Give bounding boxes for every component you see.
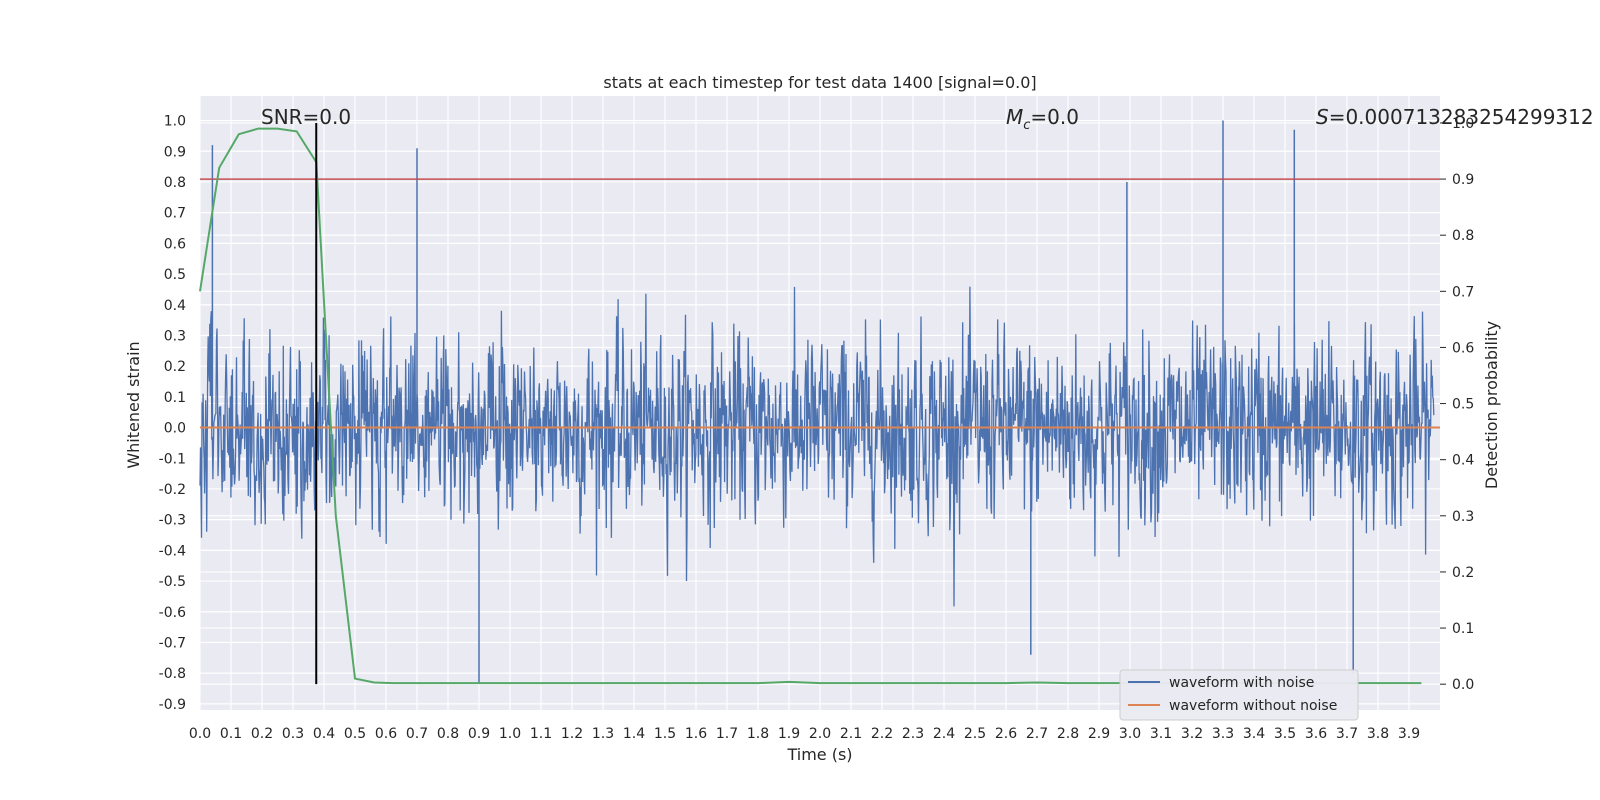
y-left-tick-label: -0.9 (159, 697, 186, 713)
y-left-tick-label: -0.7 (159, 635, 186, 651)
x-axis-ticks: 0.0 0.1 0.2 0.3 0.4 0.5 0.6 0.7 0.8 0.9 1.0 1.1 1.2 1… (189, 726, 1420, 742)
y-left-tick-label: 0.4 (164, 298, 186, 314)
y-axis-right-ticks: 0.0 0.1 0.2 0.3 0.4 0.5 0.6 0.7 0.8 0.9 1.0 (1440, 116, 1474, 693)
x-tick-label: 1.4 (623, 726, 645, 742)
significance-symbol: S (1316, 105, 1329, 129)
chart-title: stats at each timestep for test data 140… (603, 73, 1036, 92)
x-tick-label: 3.2 (1181, 726, 1203, 742)
x-tick-label: 1.5 (654, 726, 676, 742)
chirp-mass-subscript: c (1023, 118, 1030, 133)
y-right-tick-label: 0.6 (1452, 340, 1474, 356)
snr-annotation: SNR=0.0 (261, 105, 351, 129)
x-tick-label: 2.5 (964, 726, 986, 742)
y-axis-left-ticks: -0.9 -0.8 -0.7 -0.6 -0.5 -0.4 -0.3 -0.2 -0.1 0.0 0… (159, 114, 186, 713)
waveform-with-noise-series (199, 120, 1435, 683)
waveform-with-noise-line (199, 286, 1435, 607)
y-left-tick-label: 0.3 (164, 328, 186, 344)
y-right-tick-label: 1.0 (1452, 116, 1474, 132)
x-tick-label: 1.9 (778, 726, 800, 742)
y-left-tick-label: 0.8 (164, 175, 186, 191)
x-axis-label: Time (s) (786, 745, 852, 764)
y-left-tick-label: 0.1 (164, 390, 186, 406)
y-left-tick-label: -0.6 (159, 605, 186, 621)
x-tick-label: 2.0 (809, 726, 831, 742)
x-tick-label: 3.8 (1367, 726, 1389, 742)
x-tick-label: 2.8 (1057, 726, 1079, 742)
y-axis-left-label: Whitened strain (124, 341, 143, 468)
x-tick-label: 0.0 (189, 726, 211, 742)
x-tick-label: 2.3 (902, 726, 924, 742)
x-tick-label: 2.7 (1026, 726, 1048, 742)
y-right-tick-label: 0.3 (1452, 509, 1474, 525)
x-tick-label: 1.2 (561, 726, 583, 742)
y-left-tick-label: 0.0 (164, 421, 186, 437)
legend-box (1119, 669, 1359, 721)
y-right-tick-label: 0.4 (1452, 453, 1474, 469)
chirp-mass-annotation: Mc=0.0 (1006, 105, 1079, 133)
y-left-tick-label: 0.7 (164, 206, 186, 222)
x-tick-label: 3.9 (1398, 726, 1420, 742)
y-left-tick-label: -0.8 (159, 666, 186, 682)
x-tick-label: 0.3 (282, 726, 304, 742)
x-tick-label: 2.1 (840, 726, 862, 742)
x-tick-label: 1.7 (716, 726, 738, 742)
x-tick-label: 2.4 (933, 726, 955, 742)
x-tick-label: 0.6 (375, 726, 397, 742)
x-tick-label: 1.0 (499, 726, 521, 742)
x-tick-label: 0.4 (313, 726, 335, 742)
y-left-tick-label: 0.6 (164, 236, 186, 252)
x-tick-label: 0.2 (251, 726, 273, 742)
snr-significance-annotation: S=0.000713283254299312 (1316, 105, 1594, 129)
y-left-tick-label: -0.1 (159, 451, 186, 467)
x-tick-label: 3.4 (1243, 726, 1265, 742)
y-left-tick-label: 0.2 (164, 359, 186, 375)
legend-label-noise: waveform with noise (1169, 675, 1314, 691)
x-tick-label: 2.2 (871, 726, 893, 742)
x-tick-label: 3.0 (1119, 726, 1141, 742)
x-tick-label: 1.1 (530, 726, 552, 742)
y-left-tick-label: 1.0 (164, 114, 186, 130)
x-tick-label: 2.9 (1088, 726, 1110, 742)
significance-value: =0.000713283254299312 (1329, 105, 1594, 129)
legend-label-clean: waveform without noise (1169, 698, 1337, 714)
y-right-tick-label: 0.2 (1452, 565, 1474, 581)
y-right-tick-label: 0.1 (1452, 621, 1474, 637)
x-tick-label: 0.8 (437, 726, 459, 742)
chirp-mass-value: =0.0 (1030, 105, 1079, 129)
x-tick-label: 3.7 (1336, 726, 1358, 742)
y-right-tick-label: 0.5 (1452, 397, 1474, 413)
x-tick-label: 1.8 (747, 726, 769, 742)
x-tick-label: 1.3 (592, 726, 614, 742)
y-left-tick-label: 0.9 (164, 144, 186, 160)
y-left-tick-label: -0.2 (159, 482, 186, 498)
x-tick-label: 0.9 (468, 726, 490, 742)
legend: waveform with noise waveform without noi… (1119, 669, 1359, 721)
x-tick-label: 3.3 (1212, 726, 1234, 742)
x-tick-label: 0.1 (220, 726, 242, 742)
x-tick-label: 0.5 (344, 726, 366, 742)
y-right-tick-label: 0.0 (1452, 677, 1474, 693)
x-tick-label: 3.1 (1150, 726, 1172, 742)
y-left-tick-label: -0.3 (159, 513, 186, 529)
y-axis-right-label: Detection probability (1482, 321, 1501, 489)
x-tick-label: 1.6 (685, 726, 707, 742)
y-left-tick-label: -0.4 (159, 543, 186, 559)
chirp-mass-symbol: M (1006, 105, 1023, 129)
x-tick-label: 3.6 (1305, 726, 1327, 742)
x-tick-label: 2.6 (995, 726, 1017, 742)
y-right-tick-label: 0.7 (1452, 284, 1474, 300)
y-right-tick-label: 0.8 (1452, 228, 1474, 244)
x-tick-label: 3.5 (1274, 726, 1296, 742)
y-left-tick-label: 0.5 (164, 267, 186, 283)
y-left-tick-label: -0.5 (159, 574, 186, 590)
x-tick-label: 0.7 (406, 726, 428, 742)
y-right-tick-label: 0.9 (1452, 172, 1474, 188)
